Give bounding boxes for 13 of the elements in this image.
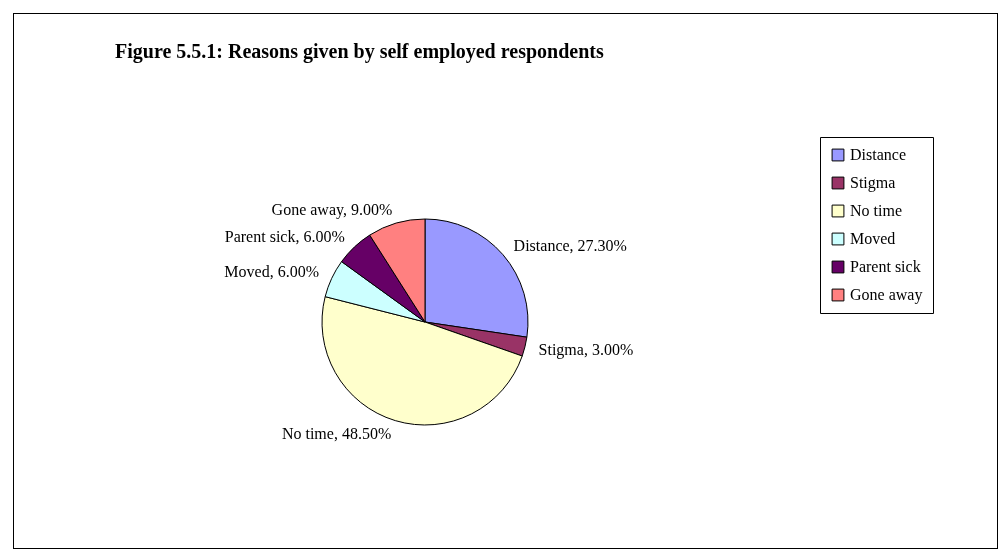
data-label: Gone away, 9.00% bbox=[271, 200, 393, 219]
legend-label: Parent sick bbox=[850, 258, 921, 275]
legend-label: Gone away bbox=[850, 286, 923, 304]
data-label: No time, 48.50% bbox=[281, 425, 392, 443]
chart-title: Figure 5.5.1: Reasons given by self employed respondents bbox=[115, 40, 604, 63]
legend-label: No time bbox=[850, 202, 902, 219]
legend-label: Stigma bbox=[850, 174, 896, 192]
data-label: Stigma, 3.00% bbox=[538, 341, 634, 360]
legend-label: Distance bbox=[850, 146, 906, 163]
data-label: Parent sick, 6.00% bbox=[224, 227, 345, 245]
data-label: Moved, 6.00% bbox=[224, 263, 320, 281]
legend-label: Moved bbox=[850, 230, 896, 247]
data-label: Distance, 27.30% bbox=[513, 236, 627, 254]
